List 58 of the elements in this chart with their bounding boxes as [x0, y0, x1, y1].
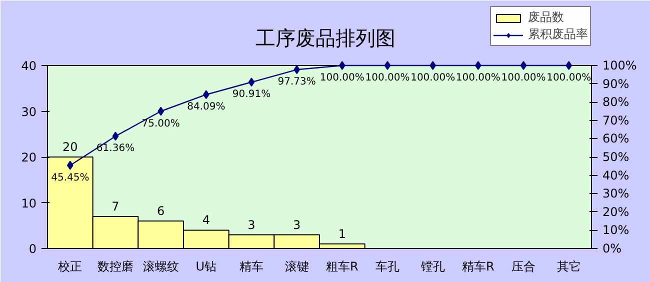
data-label: 90.91% [232, 89, 271, 100]
y2-tick-label: 50% [602, 150, 630, 164]
x-tick-label: 车孔 [376, 260, 400, 274]
y2-tick-label: 60% [602, 132, 630, 146]
data-label: 45.45% [51, 172, 90, 184]
x-tick-label: 滚键 [284, 260, 309, 274]
chart-title: 工序废品排列图 [256, 26, 396, 50]
y2-tick-label: 10% [602, 223, 630, 238]
legend-label: 累积废品率 [528, 26, 588, 43]
point [520, 61, 527, 70]
point [384, 61, 391, 70]
data-label: 61.36% [96, 143, 135, 154]
data-label: 100.00% [501, 72, 546, 84]
y2-tick-label: 80% [602, 95, 630, 110]
data-label: 75.00% [142, 118, 180, 130]
data-label: 6 [157, 204, 165, 218]
y2-tick-label: 90% [602, 76, 630, 91]
x-tick-label: 数控磨 [98, 260, 134, 274]
y2-tick-label: 30% [602, 186, 630, 201]
point [112, 132, 119, 141]
y-tick-label: 40 [21, 59, 37, 73]
x-tick-label: 精车 [240, 260, 264, 274]
y2-tick-label: 0% [602, 242, 622, 256]
data-label: 3 [293, 218, 301, 232]
y2-tick-label: 40% [602, 168, 630, 182]
point [430, 61, 436, 70]
y2-tick-label: 20% [602, 204, 630, 219]
y2-tick-label: 100% [602, 58, 637, 72]
data-label: 84.09% [187, 102, 226, 113]
y-tick-label: 20 [21, 150, 37, 164]
data-label: 100.00% [410, 72, 456, 84]
data-label: 1 [338, 226, 346, 241]
point [475, 61, 482, 70]
y-tick-label: 0 [28, 242, 37, 256]
legend-label: 废品数 [528, 9, 564, 26]
x-tick-label: 镗孔 [420, 260, 445, 274]
x-tick-label: 滚螺纹 [142, 260, 179, 274]
y-tick-label: 30 [21, 104, 37, 119]
x-tick-label: 其它 [556, 260, 581, 274]
x-tick-label: 精车R [462, 260, 494, 274]
data-label: 100.00% [456, 72, 500, 84]
x-tick-label: 粗车R [326, 260, 358, 274]
point [248, 78, 255, 87]
y-tick-label: 10 [21, 196, 37, 210]
data-label: 100.00% [546, 72, 592, 84]
data-label: 4 [202, 213, 210, 228]
data-label: 3 [248, 218, 256, 232]
point [566, 61, 572, 70]
data-label: 100.00% [365, 72, 410, 84]
y2-tick-label: 70% [602, 113, 630, 128]
x-tick-label: 校正 [57, 260, 82, 274]
data-label: 7 [112, 199, 120, 214]
x-tick-label: 压合 [512, 260, 536, 274]
point [339, 61, 346, 70]
data-label: 100.00% [320, 72, 364, 84]
x-tick-label: U钻 [196, 260, 217, 274]
data-label: 20 [62, 140, 78, 154]
data-label: 97.73% [278, 76, 316, 88]
